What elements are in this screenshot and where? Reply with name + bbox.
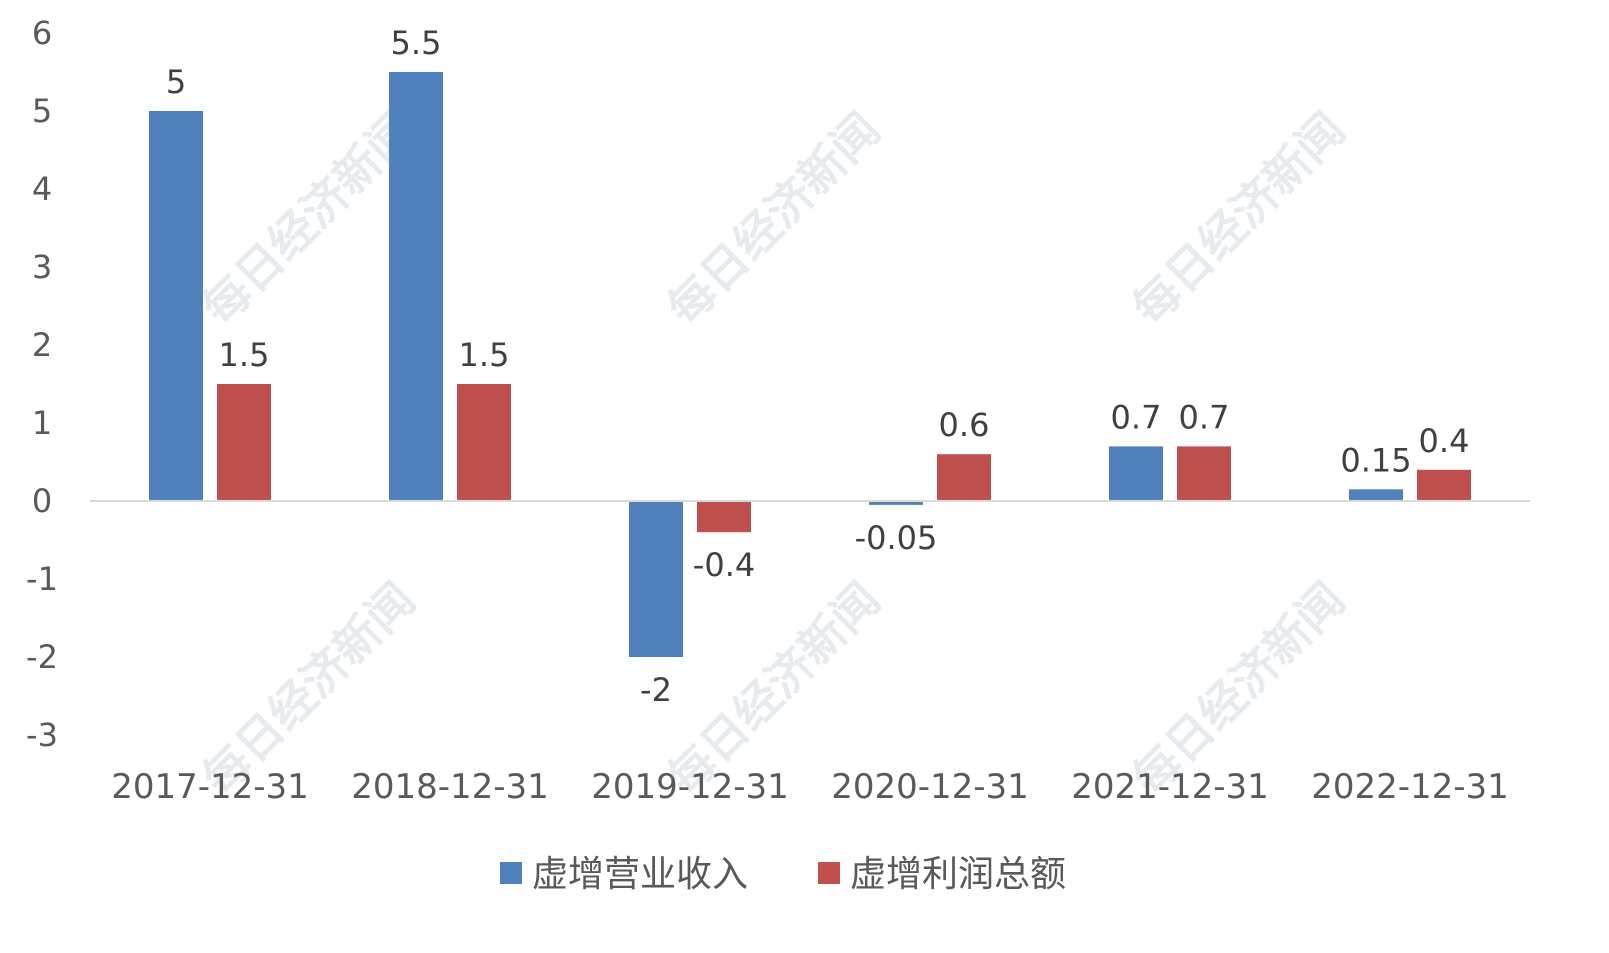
data-label: 1.5 <box>219 336 270 374</box>
y-tick-label: 2 <box>32 326 52 364</box>
y-tick-label: 6 <box>32 14 52 52</box>
x-tick-label: 2022-12-31 <box>1311 767 1509 807</box>
y-tick-label: 3 <box>32 248 52 286</box>
bar-revenue <box>1109 446 1163 501</box>
bar-profit <box>697 501 751 533</box>
data-label: -0.4 <box>693 546 755 584</box>
y-tick-label: -3 <box>26 716 58 754</box>
watermark-text: 每日经济新闻 <box>657 102 890 335</box>
data-label: -2 <box>640 671 672 709</box>
legend-swatch <box>500 862 522 884</box>
x-tick-label: 2018-12-31 <box>351 767 549 807</box>
data-label: 5 <box>166 63 186 101</box>
watermark-text: 每日经济新闻 <box>1122 102 1355 335</box>
y-tick-label: 0 <box>32 482 52 520</box>
bar-profit <box>1417 469 1471 501</box>
legend-swatch <box>818 862 840 884</box>
bar-revenue <box>149 111 203 501</box>
y-tick-label: -2 <box>26 638 58 676</box>
data-label: 0.7 <box>1111 398 1162 436</box>
data-label: 0.7 <box>1179 398 1230 436</box>
bar-profit <box>217 384 271 501</box>
y-tick-label: -1 <box>26 560 58 598</box>
x-tick-label: 2019-12-31 <box>591 767 789 807</box>
y-tick-label: 4 <box>32 170 52 208</box>
y-tick-label: 5 <box>32 92 52 130</box>
bar-revenue <box>1349 489 1403 501</box>
data-label: 0.6 <box>939 406 990 444</box>
bar-profit <box>1177 446 1231 501</box>
legend-label: 虚增利润总额 <box>850 854 1066 895</box>
y-axis: 6 5 4 3 2 1 0 -1 -2 -3 <box>26 14 58 754</box>
data-label: 0.15 <box>1340 441 1411 479</box>
x-axis: 2017-12-31 2018-12-31 2019-12-31 2020-12-31… <box>111 767 1509 807</box>
bar-revenue <box>389 72 443 501</box>
y-tick-label: 1 <box>32 404 52 442</box>
data-label: 1.5 <box>459 336 510 374</box>
data-label: 5.5 <box>391 24 442 62</box>
legend: 虚增营业收入 虚增利润总额 <box>500 854 1066 895</box>
bar-profit <box>457 384 511 501</box>
legend-label: 虚增营业收入 <box>532 854 748 895</box>
data-label: -0.05 <box>855 519 938 557</box>
bar-profit <box>937 454 991 501</box>
data-label: 0.4 <box>1419 422 1470 460</box>
bars: 5 5.5 -2 -0.05 0.7 0.15 1.5 1.5 -0.4 0.6 0.7 0.4 <box>149 24 1471 709</box>
bar-revenue <box>869 501 923 505</box>
x-tick-label: 2020-12-31 <box>831 767 1029 807</box>
x-tick-label: 2021-12-31 <box>1071 767 1269 807</box>
bar-revenue <box>629 501 683 657</box>
x-tick-label: 2017-12-31 <box>111 767 309 807</box>
